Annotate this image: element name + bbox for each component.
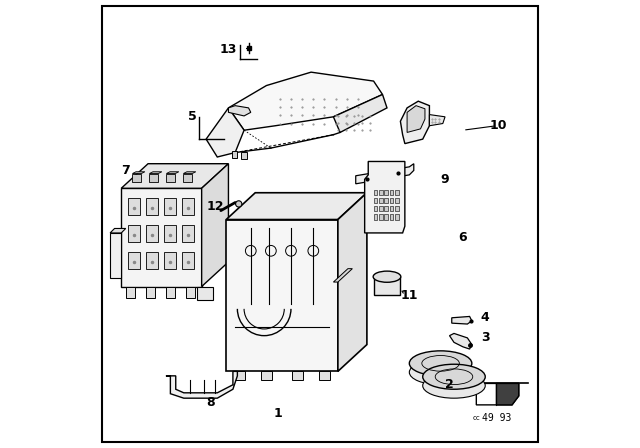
Bar (390, 214, 393, 220)
Bar (390, 206, 393, 211)
Bar (374, 214, 377, 220)
Polygon shape (319, 371, 330, 380)
Bar (182, 225, 194, 242)
Text: 6: 6 (459, 231, 467, 244)
Bar (232, 151, 237, 158)
Ellipse shape (410, 360, 472, 385)
Bar (182, 252, 194, 269)
Bar (395, 206, 399, 211)
Bar (374, 206, 377, 211)
Bar (146, 198, 158, 215)
Bar (182, 198, 194, 215)
Polygon shape (132, 172, 145, 173)
Polygon shape (146, 287, 155, 297)
Bar (390, 190, 393, 195)
Ellipse shape (423, 373, 485, 398)
Bar (241, 152, 247, 159)
Bar (146, 225, 158, 242)
Bar (379, 190, 383, 195)
Polygon shape (228, 72, 383, 130)
Polygon shape (206, 108, 244, 157)
Bar (128, 252, 140, 269)
Polygon shape (407, 106, 425, 133)
Ellipse shape (410, 351, 472, 376)
Bar (164, 198, 176, 215)
Polygon shape (202, 164, 228, 287)
Text: 13: 13 (220, 43, 237, 56)
Polygon shape (183, 172, 196, 173)
Bar (395, 190, 399, 195)
Polygon shape (234, 371, 245, 380)
Bar (395, 198, 399, 203)
Ellipse shape (423, 364, 485, 389)
Polygon shape (365, 161, 405, 233)
Text: 4: 4 (481, 311, 490, 324)
Polygon shape (497, 383, 519, 405)
Polygon shape (125, 287, 134, 297)
Polygon shape (166, 173, 175, 181)
Ellipse shape (373, 271, 401, 282)
Polygon shape (292, 371, 303, 380)
Text: cc: cc (472, 415, 480, 421)
Bar (395, 214, 399, 220)
Bar (384, 206, 388, 211)
Polygon shape (374, 277, 401, 296)
Polygon shape (356, 164, 414, 184)
Polygon shape (166, 371, 237, 398)
Bar (384, 214, 388, 220)
Bar (390, 198, 393, 203)
Text: 1: 1 (273, 407, 282, 420)
Polygon shape (186, 287, 195, 297)
Polygon shape (226, 193, 367, 220)
Text: 5: 5 (188, 110, 197, 123)
Text: 49 93: 49 93 (482, 413, 511, 423)
Bar (379, 214, 383, 220)
Polygon shape (166, 287, 175, 297)
Text: 11: 11 (401, 289, 418, 302)
Polygon shape (110, 233, 121, 278)
Polygon shape (476, 383, 519, 405)
Polygon shape (338, 193, 367, 371)
Bar (374, 198, 377, 203)
Text: 3: 3 (481, 332, 490, 345)
Bar (128, 225, 140, 242)
Text: 10: 10 (490, 119, 508, 132)
Bar (146, 252, 158, 269)
Polygon shape (429, 115, 445, 126)
Polygon shape (228, 106, 251, 116)
Polygon shape (452, 316, 472, 324)
Polygon shape (226, 220, 338, 371)
Polygon shape (121, 188, 202, 287)
Polygon shape (183, 173, 192, 181)
Polygon shape (121, 164, 228, 188)
Polygon shape (261, 371, 272, 380)
Bar (384, 190, 388, 195)
Polygon shape (333, 269, 353, 282)
Bar (128, 198, 140, 215)
Polygon shape (197, 287, 213, 300)
Bar (379, 206, 383, 211)
Text: 12: 12 (206, 200, 224, 213)
Polygon shape (401, 101, 429, 144)
Polygon shape (132, 173, 141, 181)
Bar (164, 252, 176, 269)
Text: 7: 7 (122, 164, 130, 177)
Text: 8: 8 (206, 396, 215, 409)
Bar (164, 225, 176, 242)
Circle shape (236, 201, 242, 207)
Polygon shape (333, 95, 387, 133)
Text: 2: 2 (445, 378, 454, 391)
Bar (374, 190, 377, 195)
Text: 9: 9 (441, 173, 449, 186)
Polygon shape (449, 333, 472, 349)
Polygon shape (110, 228, 125, 233)
Polygon shape (149, 172, 162, 173)
Polygon shape (149, 173, 158, 181)
Bar (379, 198, 383, 203)
Bar (384, 198, 388, 203)
Polygon shape (166, 172, 179, 173)
